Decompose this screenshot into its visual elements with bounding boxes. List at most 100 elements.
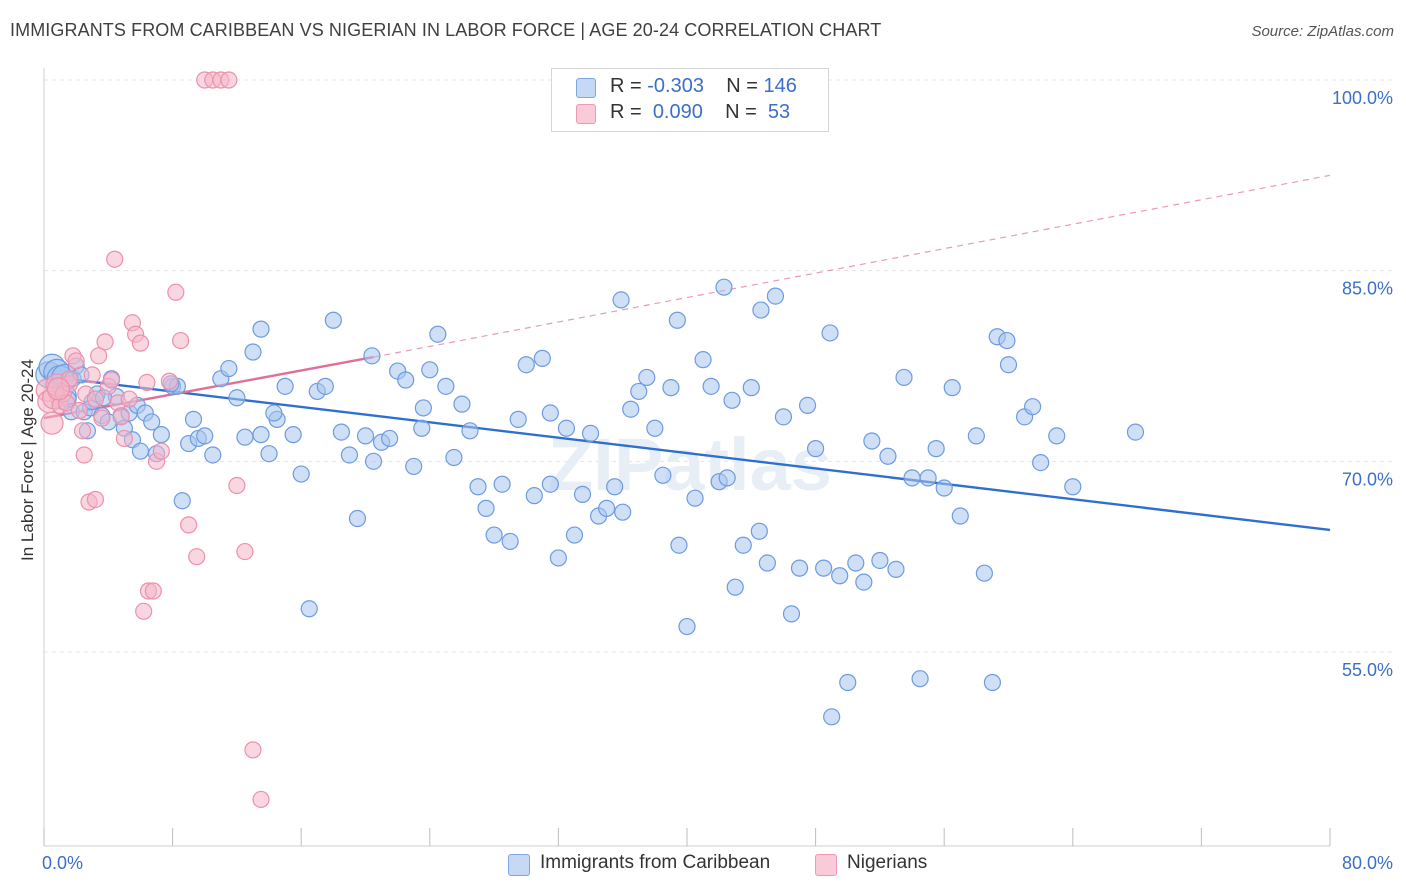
point-nigerian (40, 411, 64, 435)
point-caribbean (678, 617, 696, 636)
point-caribbean (662, 379, 680, 397)
point-caribbean (726, 578, 744, 596)
point-caribbean (646, 419, 664, 437)
point-caribbean (565, 526, 584, 544)
point-caribbean (461, 422, 479, 440)
point-caribbean (437, 377, 455, 395)
point-caribbean (332, 423, 350, 441)
point-caribbean (839, 673, 857, 692)
bottom-legend-label-nigerians: Nigerians (847, 852, 928, 873)
point-nigerian (112, 408, 130, 426)
point-caribbean (573, 485, 592, 503)
point-caribbean (686, 489, 704, 507)
point-nigerian (152, 442, 170, 460)
point-caribbean (509, 410, 527, 428)
point-nigerian (83, 366, 101, 384)
point-caribbean (855, 573, 873, 591)
axes (43, 68, 1331, 847)
point-caribbean (348, 509, 367, 528)
n-label: N = (725, 101, 757, 123)
grid-lines (44, 79, 1392, 653)
point-caribbean (1048, 427, 1066, 445)
point-caribbean (798, 396, 817, 415)
point-caribbean (734, 536, 752, 554)
r-label: R = (610, 101, 642, 123)
point-caribbean (847, 554, 865, 572)
point-caribbean (405, 457, 423, 476)
point-caribbean (782, 605, 801, 623)
point-caribbean (184, 410, 203, 428)
n-value-caribbean: 146 (763, 75, 797, 97)
y-tick-label: 55.0% (1342, 660, 1393, 680)
point-nigerian (228, 476, 246, 495)
point-caribbean (469, 478, 487, 496)
point-nigerian (120, 390, 138, 408)
stats-legend: R = -0.303 N = 146 R = 0.090 N = 53 (551, 68, 829, 132)
point-caribbean (895, 368, 913, 387)
point-caribbean (340, 446, 359, 464)
point-nigerian (138, 373, 156, 392)
point-nigerian (75, 446, 93, 464)
point-caribbean (414, 399, 432, 417)
point-nigerian (106, 250, 124, 268)
point-caribbean (612, 291, 630, 309)
point-caribbean (815, 559, 833, 577)
legend-swatch-nigerians (576, 104, 596, 124)
point-caribbean (381, 429, 399, 448)
point-caribbean (598, 499, 616, 517)
y-tick-label: 85.0% (1342, 279, 1393, 299)
point-caribbean (501, 532, 519, 551)
point-caribbean (1064, 478, 1082, 496)
point-nigerian (135, 602, 153, 620)
point-caribbean (541, 404, 559, 422)
point-caribbean (638, 368, 656, 387)
point-caribbean (477, 499, 495, 517)
point-caribbean (903, 469, 921, 487)
n-value-nigerians: 53 (767, 101, 791, 123)
point-caribbean (951, 507, 969, 525)
point-caribbean (614, 503, 632, 521)
point-caribbean (292, 465, 310, 483)
point-caribbean (766, 287, 785, 305)
point-caribbean (397, 371, 415, 389)
point-caribbean (453, 395, 471, 413)
point-nigerian (115, 429, 133, 448)
point-caribbean (196, 427, 214, 445)
point-caribbean (750, 522, 768, 540)
point-nigerian (180, 516, 198, 534)
point-caribbean (774, 408, 793, 426)
point-caribbean (260, 445, 278, 463)
point-caribbean (324, 311, 342, 329)
point-nigerian (131, 334, 150, 352)
y-tick-label: 70.0% (1342, 469, 1393, 489)
point-caribbean (622, 400, 640, 418)
point-caribbean (581, 424, 600, 442)
point-caribbean (533, 349, 551, 367)
point-caribbean (927, 440, 945, 458)
point-caribbean (999, 356, 1018, 374)
point-caribbean (670, 536, 688, 554)
point-nigerian (96, 333, 114, 351)
point-caribbean (668, 311, 686, 329)
point-caribbean (276, 377, 294, 395)
point-caribbean (654, 466, 672, 484)
point-caribbean (967, 427, 985, 445)
point-caribbean (831, 567, 849, 585)
point-caribbean (871, 551, 889, 570)
point-caribbean (356, 427, 375, 445)
point-nigerian (252, 790, 270, 809)
point-nigerian (220, 71, 238, 89)
x-tick-label-max: 80.0% (1342, 853, 1393, 873)
r-value-nigerians: 0.090 (652, 101, 703, 123)
point-caribbean (887, 560, 905, 578)
point-caribbean (204, 446, 222, 464)
point-caribbean (557, 419, 576, 437)
point-caribbean (863, 432, 881, 450)
bottom-swatch-nigerians (815, 854, 837, 876)
point-caribbean (823, 708, 841, 726)
point-caribbean (284, 426, 302, 444)
point-caribbean (911, 670, 929, 688)
point-caribbean (806, 440, 825, 458)
bottom-legend-label-caribbean: Immigrants from Caribbean (540, 852, 771, 873)
